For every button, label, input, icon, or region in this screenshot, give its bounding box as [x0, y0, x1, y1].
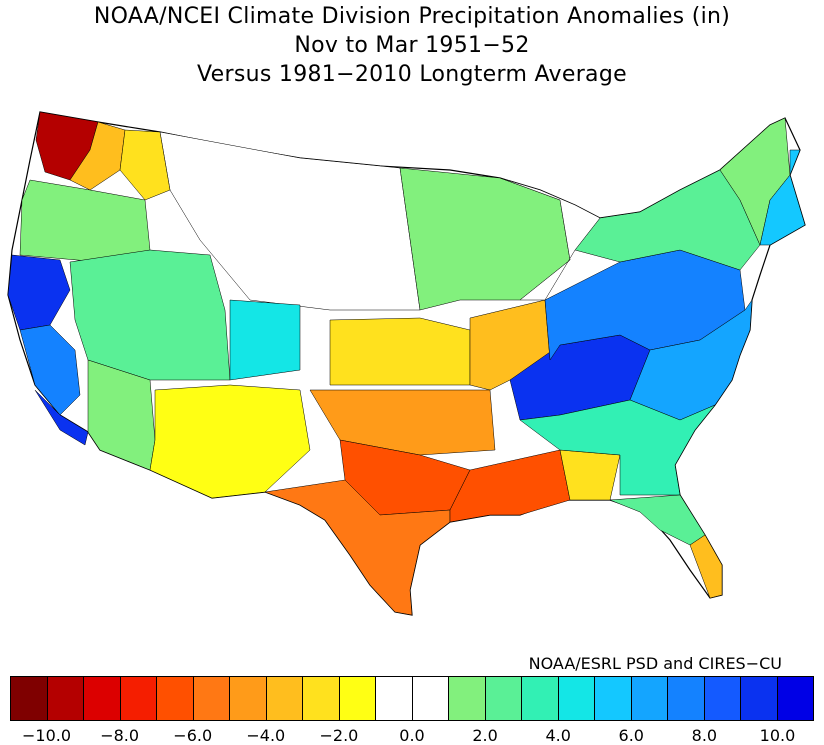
legend-swatch	[84, 677, 121, 720]
region-northern-florida	[609, 494, 706, 546]
legend-tick-label: −2.0	[319, 726, 359, 745]
title-line-2: Nov to Mar 1951−52	[294, 33, 530, 58]
region-colorado	[229, 299, 301, 381]
legend-swatch	[741, 677, 778, 720]
legend-swatch	[412, 677, 449, 720]
legend-swatch	[47, 677, 84, 720]
legend-tick-label: 4.0	[545, 726, 571, 745]
color-legend-labels: −10.0 −8.0 −6.0 −4.0 −2.0 0.0 2.0 4.0 6.0 8.0 10.0	[10, 726, 814, 745]
region-south-texas	[264, 479, 451, 616]
legend-swatch	[668, 677, 705, 720]
legend-swatch	[595, 677, 632, 720]
legend-tick-label: −4.0	[246, 726, 286, 745]
legend-tick-label: −8.0	[100, 726, 140, 745]
region-central-california	[19, 324, 81, 416]
region-northern-plains	[159, 131, 421, 311]
region-nevada-utah	[69, 249, 231, 381]
title-line-3: Versus 1981−2010 Longterm Average	[197, 62, 627, 87]
region-northern-idaho	[119, 129, 171, 201]
legend-swatch	[704, 677, 741, 720]
legend-tick-label: −10.0	[22, 726, 72, 745]
legend-swatch	[266, 677, 303, 720]
region-southern-florida	[689, 534, 723, 599]
legend-swatch	[376, 677, 413, 720]
region-georgia-carolinas	[519, 399, 716, 496]
legend-tick-label: 6.0	[618, 726, 644, 745]
legend-swatch	[558, 677, 595, 720]
legend-swatch	[11, 677, 48, 720]
region-great-lakes	[499, 177, 601, 301]
legend-tick-label: −6.0	[173, 726, 213, 745]
color-legend-bar	[10, 676, 814, 721]
legend-tick-label: 10.0	[759, 726, 796, 745]
legend-swatch	[120, 677, 157, 720]
region-coastal-maine	[759, 149, 806, 246]
title-line-1: NOAA/NCEI Climate Division Precipitation…	[93, 4, 731, 29]
legend-swatch	[157, 677, 194, 720]
legend-swatch	[339, 677, 376, 720]
legend-tick-label: 0.0	[399, 726, 425, 745]
legend-swatch	[777, 677, 813, 720]
legend-swatch	[193, 677, 230, 720]
legend-swatch	[631, 677, 668, 720]
legend-tick-label: 2.0	[472, 726, 498, 745]
credit-text: NOAA/ESRL PSD and CIRES−CU	[528, 654, 782, 673]
region-alabama	[559, 449, 621, 501]
map-title-block: NOAA/NCEI Climate Division Precipitation…	[0, 2, 824, 89]
region-kansas	[329, 317, 471, 386]
legend-swatch	[230, 677, 267, 720]
region-oklahoma	[309, 389, 496, 456]
legend-tick-label: 8.0	[691, 726, 718, 745]
legend-swatch	[303, 677, 340, 720]
legend-swatch	[522, 677, 559, 720]
legend-swatch	[449, 677, 486, 720]
us-precipitation-anomaly-map	[7, 111, 806, 616]
region-southern-california	[34, 389, 89, 446]
legend-swatch	[485, 677, 522, 720]
